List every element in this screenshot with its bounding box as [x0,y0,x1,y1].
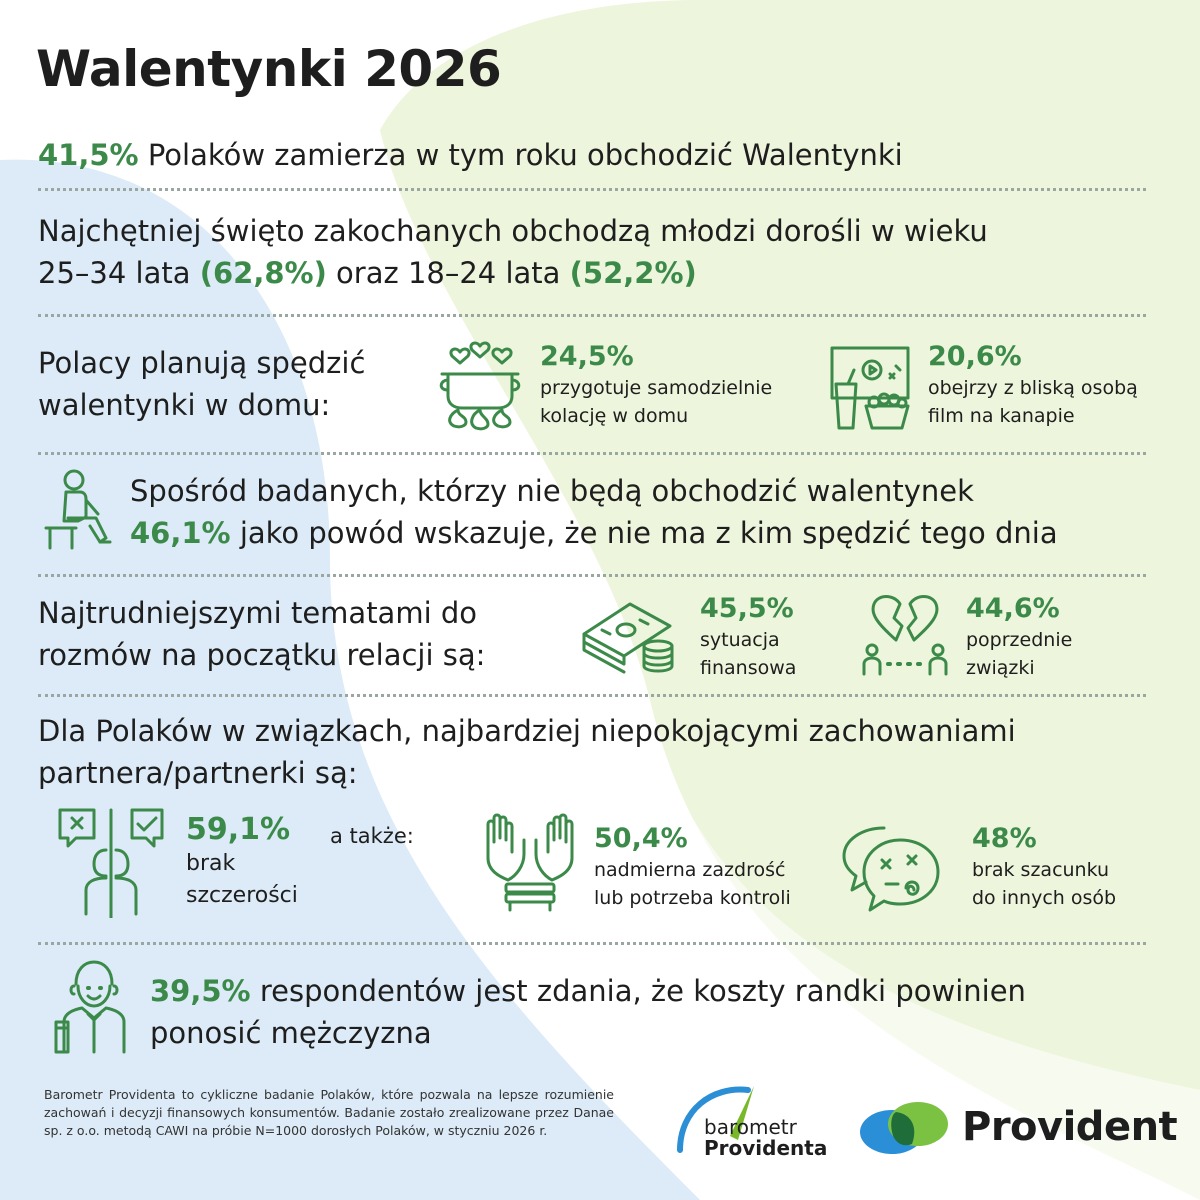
item-finance-line2: finansowa [700,657,797,679]
item-movie-line1: obejrzy z bliską osobą [928,377,1138,399]
section-5-lead: Najtrudniejszymi tematami do rozmów na p… [38,592,485,676]
section-7-line1: respondentów jest zdania, że koszty rand… [250,974,1026,1008]
item-cook-line2: kolację w domu [540,405,689,427]
item-jealousy-line2: lub potrzeba kontroli [594,887,791,909]
section-4-line2: jako powód wskazuje, że nie ma z kim spę… [230,516,1058,550]
item-relationships: 44,6% poprzednie związki [966,592,1072,682]
barometr-arc [677,1086,751,1153]
barometr-needle [730,1086,754,1140]
section-4: Spośród badanych, którzy nie będą obchod… [130,470,1190,554]
item-honesty: 59,1% brak szczerości [186,812,298,912]
item-jealousy-pct: 50,4% [594,823,688,854]
man-paying-icon [54,960,126,1054]
divider [38,314,1146,317]
section-6-lead-line1: Dla Polaków w związkach, najbardziej nie… [38,714,1016,748]
divider [38,694,1146,697]
item-finance-pct: 45,5% [700,593,794,624]
section-7: 39,5% respondentów jest zdania, że koszt… [150,970,1190,1054]
divider [38,188,1146,191]
item-relationships-pct: 44,6% [966,593,1060,624]
page-title: Walentynki 2026 [36,40,502,98]
item-respect: 48% brak szacunku do innych osób [972,822,1116,912]
section-4-pct: 46,1% [130,516,231,550]
item-cook-line1: przygotuje samodzielnie [540,377,773,399]
item-movie-pct: 20,6% [928,341,1022,372]
section-7-line2: ponosić mężczyzna [150,1016,432,1050]
item-movie: 20,6% obejrzy z bliską osobą film na kan… [928,340,1138,430]
footer-note: Barometr Providenta to cykliczne badanie… [44,1087,614,1138]
barometr-logo-line1: barometr [704,1115,797,1139]
section-7-pct: 39,5% [150,974,251,1008]
also-label: a także: [330,824,414,848]
item-finance: 45,5% sytuacja finansowa [700,592,796,682]
provident-logo-text: Provident [962,1104,1178,1150]
angry-speech-icon [842,826,940,912]
section-1-text: Polaków zamierza w tym roku obchodzić Wa… [138,138,903,172]
white-wedge-shape [330,150,1200,1200]
section-4-line1: Spośród badanych, którzy nie będą obchod… [130,474,974,508]
broken-heart-icon [862,595,948,676]
section-7-line1-wrap: 39,5% respondentów jest zdania, że koszt… [150,970,1190,1012]
barometr-logo-line2: Providenta [704,1136,828,1160]
section-2: Najchętniej święto zakochanych obchodzą … [38,210,1158,294]
section-2-line2: 25–34 lata (62,8%) oraz 18–24 lata (52,2… [38,256,697,290]
section-5-lead-line2: rozmów na początku relacji są: [38,638,486,672]
item-honesty-pct: 59,1% [186,812,291,847]
section-2-line1: Najchętniej święto zakochanych obchodzą … [38,214,988,248]
item-movie-line2: film na kanapie [928,405,1075,427]
section-6-lead-line2: partnera/partnerki są: [38,756,358,790]
cooking-pot-icon [439,341,521,431]
divider [38,942,1146,945]
blue-background-shape [0,159,700,1200]
section-6-lead: Dla Polaków w związkach, najbardziej nie… [38,710,1178,794]
section-2-pct-b: (52,2%) [569,256,697,290]
section-5-lead-line1: Najtrudniejszymi tematami do [38,596,478,630]
item-respect-line2: do innych osób [972,887,1117,909]
divider [38,452,1146,455]
item-jealousy-line1: nadmierna zazdrość [594,859,786,881]
item-relationships-line2: związki [966,657,1035,679]
tied-hands-icon [486,813,574,912]
item-finance-line1: sytuacja [700,629,780,651]
money-stack-icon [582,602,674,674]
section-4-line2-wrap: 46,1% jako powód wskazuje, że nie ma z k… [130,512,1190,554]
item-honesty-line2: szczerości [186,883,298,908]
item-relationships-line1: poprzednie [966,629,1073,651]
section-3-lead-line2: walentynki w domu: [38,388,331,422]
divider [38,574,1146,577]
green-background-shape [380,0,1200,1200]
item-cook: 24,5% przygotuje samodzielnie kolację w … [540,340,772,430]
provident-logo-mark [860,1102,948,1154]
item-respect-line1: brak szacunku [972,859,1110,881]
section-2-pct-a: (62,8%) [199,256,327,290]
sitting-person-icon [44,469,112,550]
movie-snack-icon [830,346,910,430]
item-cook-pct: 24,5% [540,341,634,372]
dishonesty-icon [58,808,164,918]
section-3-lead-line1: Polacy planują spędzić [38,346,366,380]
section-1: 41,5% Polaków zamierza w tym roku obchod… [38,134,903,176]
barometr-providenta-logo [677,1086,754,1153]
item-honesty-line1: brak [186,851,236,876]
section-3-lead: Polacy planują spędzić walentynki w domu… [38,342,365,426]
item-respect-pct: 48% [972,823,1037,854]
item-jealousy: 50,4% nadmierna zazdrość lub potrzeba ko… [594,822,791,912]
section-1-pct: 41,5% [38,138,139,172]
